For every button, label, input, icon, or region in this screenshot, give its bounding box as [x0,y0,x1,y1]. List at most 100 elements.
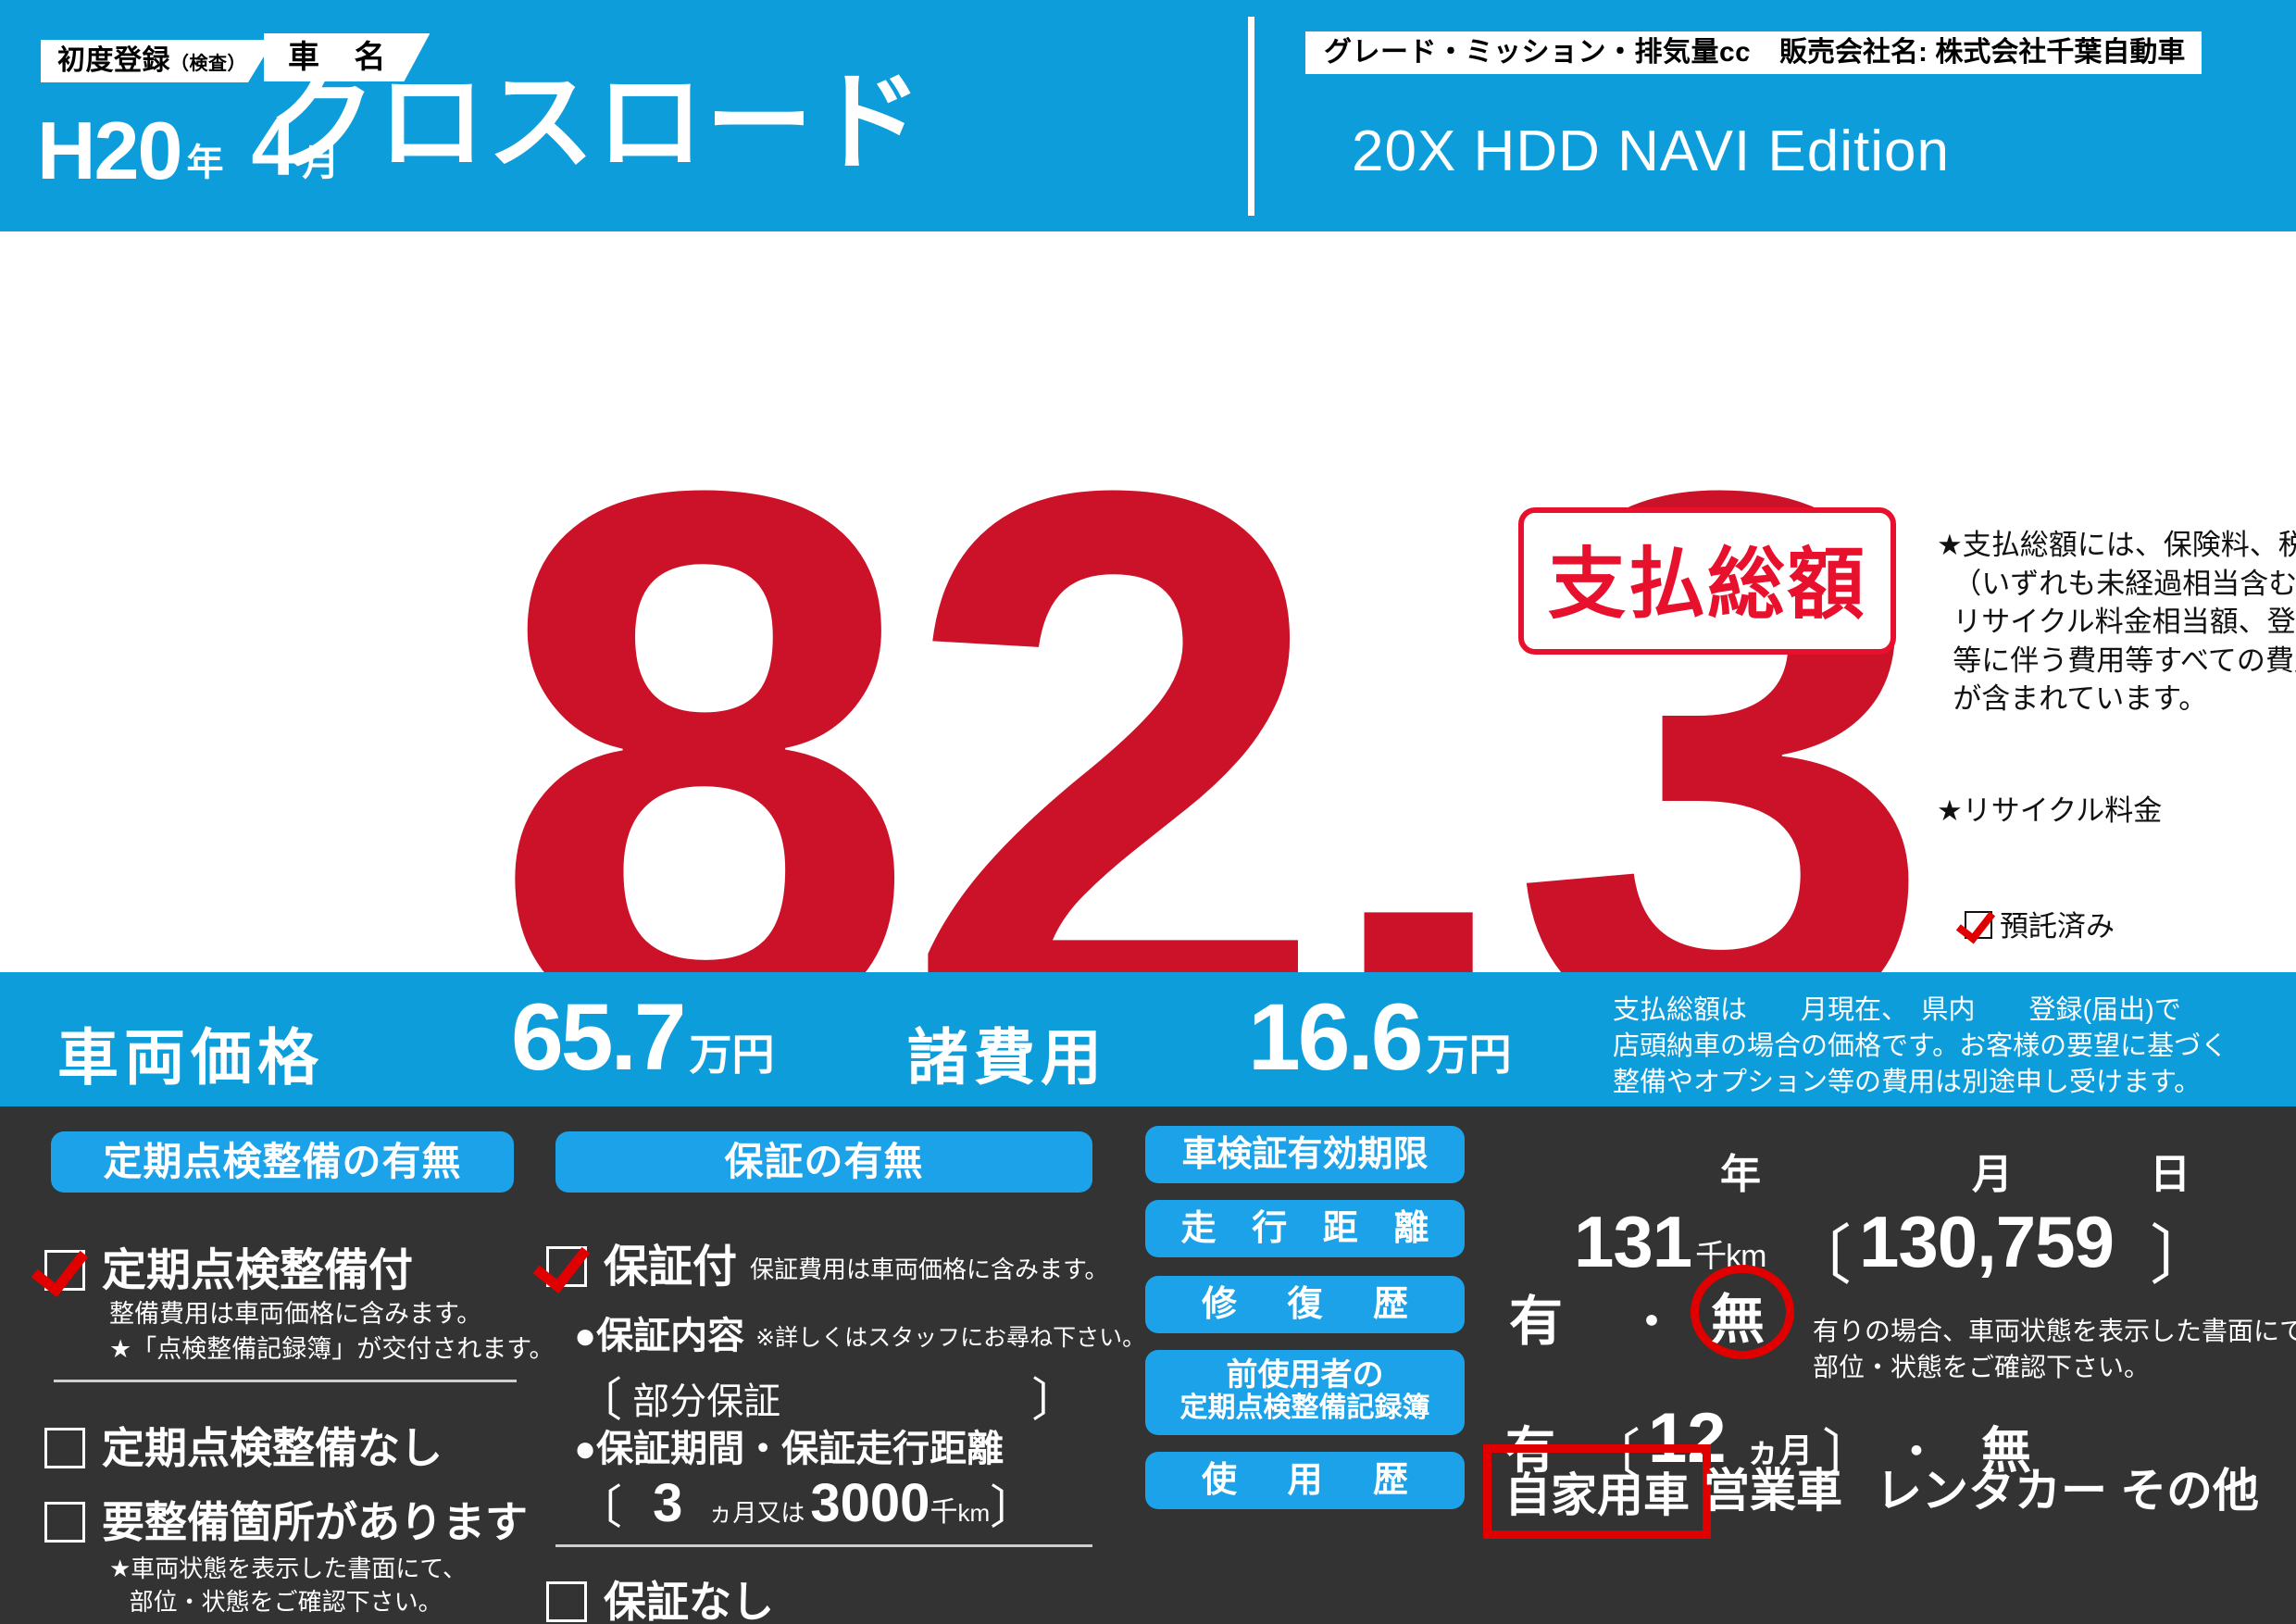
bracket-right-icon: 〕 [1822,1425,1877,1485]
usage-history-label-button[interactable]: 使 用 歴 [1145,1452,1465,1509]
registration-year-unit: 年 [186,143,224,183]
checkbox-empty-icon[interactable] [546,1581,587,1622]
vehicle-price-unit: 万円 [689,1031,775,1079]
total-payment-badge: 支払総額 [1518,507,1897,655]
fees-value: 16.6 [1248,984,1424,1090]
checkbox-empty-icon[interactable] [44,1502,85,1543]
previous-owner-log-label-l2: 定期点検整備記録簿 [1179,1393,1430,1424]
mileage-thousand-value: 131 [1574,1201,1692,1282]
usage-rental[interactable]: レンタカー [1876,1465,2107,1517]
price-section: 82.3 支払総額 万円 （消費税込み） ★支払総額には、保険料、税金 （いずれ… [0,231,2296,1624]
fees-block: 16.6 万円 [1248,983,1512,1092]
registration-year-value: H20 [37,105,182,196]
first-registration-label: 初度登録（検査） [41,40,274,82]
warranty-content-label: ●保証内容 [574,1316,745,1356]
bracket-left-icon: 〔 [576,1481,622,1533]
warranty-distance-unit-sen: 千 [930,1497,958,1528]
checkbox-empty-icon[interactable] [44,1428,85,1468]
fees-unit: 万円 [1426,1031,1512,1079]
header-bar: 初度登録（検査） 車 名 グレード・ミッション・排気量cc 販売会社名: 株式会… [0,0,2296,231]
warranty-period-label: ●保証期間・保証走行距離 [574,1429,1004,1469]
usage-other[interactable]: その他 [2120,1465,2259,1517]
usage-private-selected[interactable]: 自家用車 [1483,1444,1711,1539]
dealer-name-block: 販売会社名: 株式会社千葉自動車 [1741,31,2202,74]
first-registration-date: H20 年 4 月 [37,100,339,198]
usage-business[interactable]: 営業車 [1703,1465,1842,1517]
recycle-deposited-row: 預託済み [1937,907,2296,946]
shaken-expiry-label-button[interactable]: 車検証有効期限 [1145,1126,1465,1183]
inspection-yes-row[interactable]: 定期点検整備付 [44,1233,413,1298]
repair-history-yes[interactable]: 有 [1509,1292,1564,1352]
warranty-period-distance: 3000 [810,1473,930,1533]
bracket-right-icon: 〕 [990,1481,1037,1533]
warranty-divider [555,1544,1092,1547]
inspection-need-label: 要整備箇所があります [102,1498,528,1546]
grade-mission-displacement-label: グレード・ミッション・排気量cc [1305,31,1788,74]
warranty-yes-row[interactable]: 保証付 保証費用は車両価格に含みます。 [546,1230,1108,1294]
warranty-content-note: ※詳しくはスタッフにお尋ね下さい。 [755,1325,1146,1351]
warranty-content-value: 部分保証 [632,1381,781,1422]
warranty-yes-note: 保証費用は車両価格に含みます。 [750,1255,1109,1283]
vehicle-price-value: 65.7 [511,984,687,1090]
inspection-no-row[interactable]: 定期点検整備なし [44,1415,443,1476]
vehicle-price-block: 65.7 万円 [511,983,775,1092]
price-breakdown-strip [0,972,2296,1106]
warranty-content-value-row: 〔 部分保証 〕 [576,1363,1078,1430]
recycle-deposited-label: 預託済み [2000,909,2115,943]
inspection-title-button[interactable]: 定期点検整備の有無 [51,1131,514,1193]
dealer-name-value: 株式会社千葉自動車 [1935,37,2186,68]
inspection-yes-label: 定期点検整備付 [102,1246,414,1295]
warranty-yes-label: 保証付 [604,1243,738,1292]
warranty-period-value-row: 〔 3 ヵ月又は 3000千km〕 [576,1470,1036,1537]
inspection-divider [54,1380,517,1382]
first-registration-text: 初度登録 [57,45,170,76]
registration-month-unit: 月 [302,143,340,183]
first-registration-sub: （検査） [170,54,246,74]
column-header-year: 年 [1720,1152,1761,1197]
selected-circle-icon [1691,1265,1794,1359]
fees-label: 諸費用 [907,1023,1107,1092]
mileage-exact-value: 130,759 [1859,1201,2115,1282]
warranty-no-label: 保証なし [604,1578,774,1624]
repair-history-separator: ・ [1629,1298,1675,1347]
car-name-value: クロスロード [268,62,924,182]
header-divider [1248,17,1254,216]
previous-log-separator: ・ [1896,1430,1937,1475]
strip-disclaimer-note: 支払総額は 月現在、 県内 登録(届出)で 店頭納車の場合の価格です。お客様の要… [1613,995,2228,1097]
warranty-period-months: 3 [653,1473,683,1533]
column-header-day: 日 [2150,1152,2190,1197]
inspection-no-label: 定期点検整備なし [102,1424,443,1472]
bracket-right-icon: 〕 [1031,1374,1079,1426]
dealer-name-label: 販売会社名: [1779,37,1928,68]
warranty-content-row: ●保証内容 ※詳しくはスタッフにお尋ね下さい。 [574,1305,1145,1359]
mileage-label-button[interactable]: 走 行 距 離 [1145,1200,1465,1257]
inspection-yes-note: 整備費用は車両価格に含みます。 ★「点検整備記録簿」が交付されます。 [109,1300,555,1364]
previous-log-months-unit: ヵ月 [1746,1431,1814,1469]
warranty-period-months-unit: ヵ月又は [708,1499,805,1527]
repair-history-note: 有りの場合、車両状態を表示した書面にて、 部位・状態をご確認下さい。 [1813,1317,2296,1382]
checkbox-checked-icon[interactable] [1965,910,1992,939]
previous-log-no[interactable]: 無 [1981,1423,2031,1479]
bracket-left-icon: 〔 [1587,1425,1641,1485]
inspection-need-note: ★車両状態を表示した書面にて、 部位・状態をご確認下さい。 [109,1555,468,1617]
repair-history-label-button[interactable]: 修 復 歴 [1145,1276,1465,1333]
warranty-title-button[interactable]: 保証の有無 [555,1131,1092,1193]
checkbox-checked-icon[interactable] [44,1250,85,1291]
registration-month-value: 4 [251,101,297,193]
grade-value: 20X HDD NAVI Edition [1352,119,1950,183]
warranty-no-row[interactable]: 保証なし [546,1568,774,1624]
inspection-need-row[interactable]: 要整備箇所があります [44,1489,528,1550]
car-name-label: 車 名 [264,33,430,81]
previous-owner-log-label-l1: 前使用者の [1226,1357,1384,1393]
bracket-right-icon: 〕 [2150,1219,2215,1292]
previous-owner-log-label-button[interactable]: 前使用者の 定期点検整備記録簿 [1145,1350,1465,1435]
checkbox-checked-icon[interactable] [546,1246,587,1287]
bracket-left-icon: 〔 [1787,1219,1852,1292]
recycle-fee-title: ★リサイクル料金 [1937,794,2163,828]
vehicle-price-label: 車両価格 [57,1023,324,1092]
total-payment-note: ★支払総額には、保険料、税金 （いずれも未経過相当含む）、 リサイクル料金相当額… [1937,529,2296,716]
column-header-month: 月 [1972,1152,2013,1197]
bracket-left-icon: 〔 [576,1374,622,1426]
repair-history-no[interactable]: 無 [1711,1290,1766,1350]
